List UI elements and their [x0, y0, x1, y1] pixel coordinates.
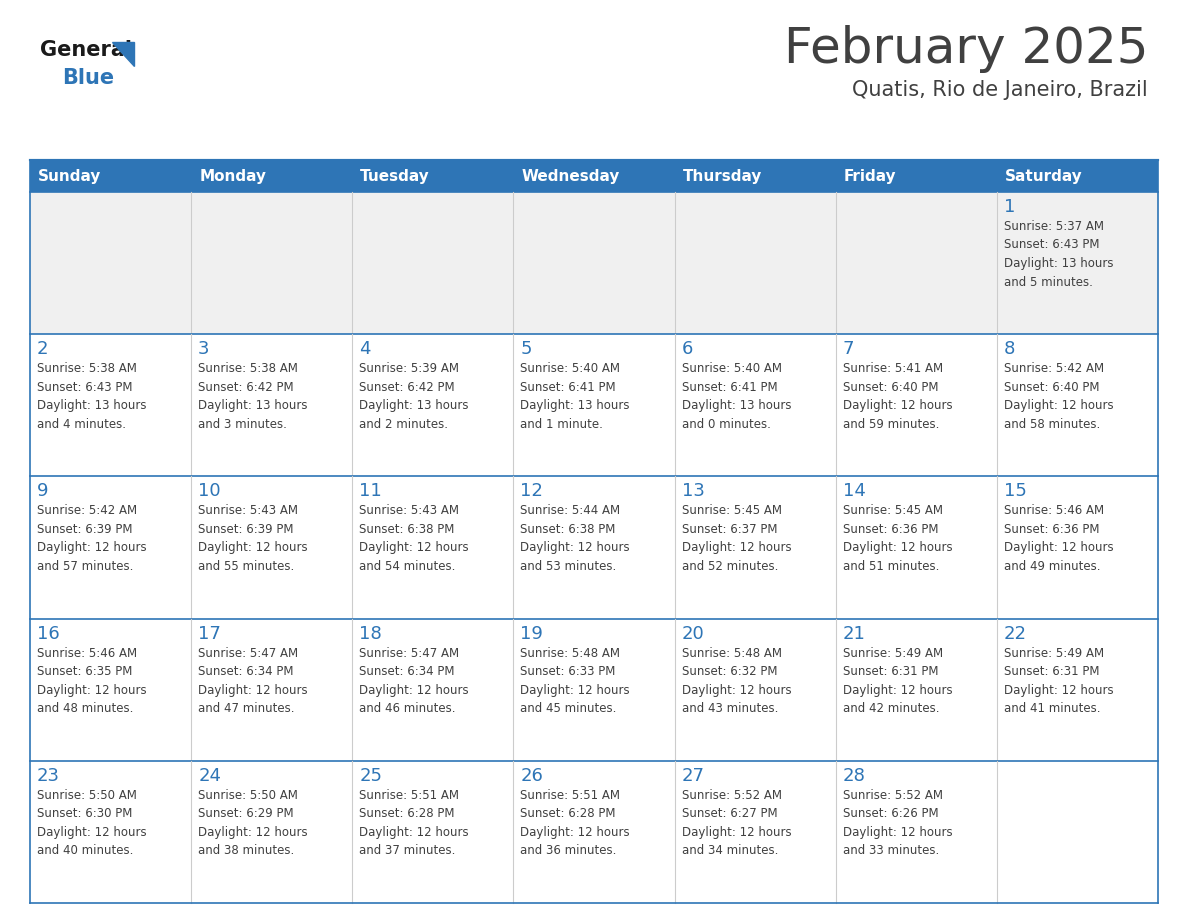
Text: 9: 9: [37, 482, 49, 500]
Text: Sunrise: 5:50 AM
Sunset: 6:29 PM
Daylight: 12 hours
and 38 minutes.: Sunrise: 5:50 AM Sunset: 6:29 PM Dayligh…: [198, 789, 308, 857]
Text: 5: 5: [520, 341, 532, 358]
Text: 20: 20: [682, 624, 704, 643]
Bar: [353, 192, 513, 334]
Text: Sunrise: 5:43 AM
Sunset: 6:38 PM
Daylight: 12 hours
and 54 minutes.: Sunrise: 5:43 AM Sunset: 6:38 PM Dayligh…: [359, 504, 469, 573]
Text: Sunrise: 5:45 AM
Sunset: 6:36 PM
Daylight: 12 hours
and 51 minutes.: Sunrise: 5:45 AM Sunset: 6:36 PM Dayligh…: [842, 504, 953, 573]
Text: Sunrise: 5:46 AM
Sunset: 6:36 PM
Daylight: 12 hours
and 49 minutes.: Sunrise: 5:46 AM Sunset: 6:36 PM Dayligh…: [1004, 504, 1113, 573]
Text: 26: 26: [520, 767, 543, 785]
Text: 27: 27: [682, 767, 704, 785]
Text: 12: 12: [520, 482, 543, 500]
Text: Sunrise: 5:37 AM
Sunset: 6:43 PM
Daylight: 13 hours
and 5 minutes.: Sunrise: 5:37 AM Sunset: 6:43 PM Dayligh…: [1004, 220, 1113, 288]
Text: Sunrise: 5:47 AM
Sunset: 6:34 PM
Daylight: 12 hours
and 47 minutes.: Sunrise: 5:47 AM Sunset: 6:34 PM Dayligh…: [198, 646, 308, 715]
Text: Sunrise: 5:48 AM
Sunset: 6:33 PM
Daylight: 12 hours
and 45 minutes.: Sunrise: 5:48 AM Sunset: 6:33 PM Dayligh…: [520, 646, 630, 715]
Text: Monday: Monday: [200, 169, 266, 184]
Text: Sunrise: 5:49 AM
Sunset: 6:31 PM
Daylight: 12 hours
and 41 minutes.: Sunrise: 5:49 AM Sunset: 6:31 PM Dayligh…: [1004, 646, 1113, 715]
Text: 13: 13: [682, 482, 704, 500]
Text: Sunrise: 5:42 AM
Sunset: 6:39 PM
Daylight: 12 hours
and 57 minutes.: Sunrise: 5:42 AM Sunset: 6:39 PM Dayligh…: [37, 504, 146, 573]
Text: Sunrise: 5:51 AM
Sunset: 6:28 PM
Daylight: 12 hours
and 37 minutes.: Sunrise: 5:51 AM Sunset: 6:28 PM Dayligh…: [359, 789, 469, 857]
Text: 3: 3: [198, 341, 209, 358]
Bar: [675, 192, 835, 334]
Polygon shape: [112, 42, 134, 66]
Text: General: General: [40, 40, 132, 60]
Text: Sunrise: 5:49 AM
Sunset: 6:31 PM
Daylight: 12 hours
and 42 minutes.: Sunrise: 5:49 AM Sunset: 6:31 PM Dayligh…: [842, 646, 953, 715]
Bar: [30, 192, 191, 334]
Text: 15: 15: [1004, 482, 1026, 500]
Text: Sunrise: 5:48 AM
Sunset: 6:32 PM
Daylight: 12 hours
and 43 minutes.: Sunrise: 5:48 AM Sunset: 6:32 PM Dayligh…: [682, 646, 791, 715]
Text: 2: 2: [37, 341, 49, 358]
Text: Saturday: Saturday: [1005, 169, 1082, 184]
Text: 18: 18: [359, 624, 383, 643]
Text: 16: 16: [37, 624, 59, 643]
Text: 6: 6: [682, 341, 693, 358]
Bar: [997, 192, 1158, 334]
Text: 14: 14: [842, 482, 866, 500]
Text: 17: 17: [198, 624, 221, 643]
Text: Sunrise: 5:44 AM
Sunset: 6:38 PM
Daylight: 12 hours
and 53 minutes.: Sunrise: 5:44 AM Sunset: 6:38 PM Dayligh…: [520, 504, 630, 573]
Bar: [30, 160, 1158, 192]
Text: February 2025: February 2025: [784, 25, 1148, 73]
Bar: [835, 192, 997, 334]
Text: Sunrise: 5:41 AM
Sunset: 6:40 PM
Daylight: 12 hours
and 59 minutes.: Sunrise: 5:41 AM Sunset: 6:40 PM Dayligh…: [842, 363, 953, 431]
Bar: [513, 192, 675, 334]
Text: Thursday: Thursday: [683, 169, 762, 184]
Bar: [191, 192, 353, 334]
Text: 8: 8: [1004, 341, 1016, 358]
Text: Blue: Blue: [62, 68, 114, 88]
Text: Sunrise: 5:38 AM
Sunset: 6:43 PM
Daylight: 13 hours
and 4 minutes.: Sunrise: 5:38 AM Sunset: 6:43 PM Dayligh…: [37, 363, 146, 431]
Text: Sunrise: 5:50 AM
Sunset: 6:30 PM
Daylight: 12 hours
and 40 minutes.: Sunrise: 5:50 AM Sunset: 6:30 PM Dayligh…: [37, 789, 146, 857]
Text: Sunrise: 5:42 AM
Sunset: 6:40 PM
Daylight: 12 hours
and 58 minutes.: Sunrise: 5:42 AM Sunset: 6:40 PM Dayligh…: [1004, 363, 1113, 431]
Text: Friday: Friday: [843, 169, 896, 184]
Text: Sunrise: 5:52 AM
Sunset: 6:26 PM
Daylight: 12 hours
and 33 minutes.: Sunrise: 5:52 AM Sunset: 6:26 PM Dayligh…: [842, 789, 953, 857]
Text: 21: 21: [842, 624, 866, 643]
Text: Tuesday: Tuesday: [360, 169, 430, 184]
Text: 28: 28: [842, 767, 866, 785]
Text: 11: 11: [359, 482, 383, 500]
Text: Sunday: Sunday: [38, 169, 101, 184]
Text: Sunrise: 5:40 AM
Sunset: 6:41 PM
Daylight: 13 hours
and 1 minute.: Sunrise: 5:40 AM Sunset: 6:41 PM Dayligh…: [520, 363, 630, 431]
Text: 1: 1: [1004, 198, 1016, 216]
Text: 19: 19: [520, 624, 543, 643]
Text: 22: 22: [1004, 624, 1026, 643]
Text: 10: 10: [198, 482, 221, 500]
Text: 7: 7: [842, 341, 854, 358]
Text: Sunrise: 5:43 AM
Sunset: 6:39 PM
Daylight: 12 hours
and 55 minutes.: Sunrise: 5:43 AM Sunset: 6:39 PM Dayligh…: [198, 504, 308, 573]
Text: Sunrise: 5:45 AM
Sunset: 6:37 PM
Daylight: 12 hours
and 52 minutes.: Sunrise: 5:45 AM Sunset: 6:37 PM Dayligh…: [682, 504, 791, 573]
Text: 24: 24: [198, 767, 221, 785]
Text: Sunrise: 5:52 AM
Sunset: 6:27 PM
Daylight: 12 hours
and 34 minutes.: Sunrise: 5:52 AM Sunset: 6:27 PM Dayligh…: [682, 789, 791, 857]
Text: Sunrise: 5:39 AM
Sunset: 6:42 PM
Daylight: 13 hours
and 2 minutes.: Sunrise: 5:39 AM Sunset: 6:42 PM Dayligh…: [359, 363, 469, 431]
Text: Wednesday: Wednesday: [522, 169, 620, 184]
Text: 23: 23: [37, 767, 61, 785]
Text: Sunrise: 5:40 AM
Sunset: 6:41 PM
Daylight: 13 hours
and 0 minutes.: Sunrise: 5:40 AM Sunset: 6:41 PM Dayligh…: [682, 363, 791, 431]
Text: 4: 4: [359, 341, 371, 358]
Text: Sunrise: 5:51 AM
Sunset: 6:28 PM
Daylight: 12 hours
and 36 minutes.: Sunrise: 5:51 AM Sunset: 6:28 PM Dayligh…: [520, 789, 630, 857]
Text: Quatis, Rio de Janeiro, Brazil: Quatis, Rio de Janeiro, Brazil: [852, 80, 1148, 100]
Text: Sunrise: 5:47 AM
Sunset: 6:34 PM
Daylight: 12 hours
and 46 minutes.: Sunrise: 5:47 AM Sunset: 6:34 PM Dayligh…: [359, 646, 469, 715]
Text: Sunrise: 5:38 AM
Sunset: 6:42 PM
Daylight: 13 hours
and 3 minutes.: Sunrise: 5:38 AM Sunset: 6:42 PM Dayligh…: [198, 363, 308, 431]
Text: Sunrise: 5:46 AM
Sunset: 6:35 PM
Daylight: 12 hours
and 48 minutes.: Sunrise: 5:46 AM Sunset: 6:35 PM Dayligh…: [37, 646, 146, 715]
Text: 25: 25: [359, 767, 383, 785]
